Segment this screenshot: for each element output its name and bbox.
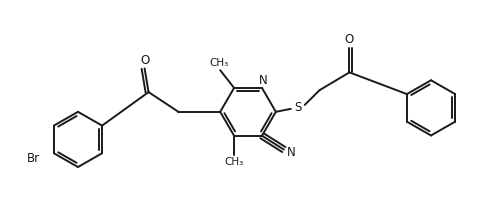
- Text: CH₃: CH₃: [224, 157, 244, 167]
- Text: Br: Br: [27, 152, 40, 165]
- Text: N: N: [286, 146, 295, 159]
- Text: O: O: [345, 33, 354, 46]
- Text: CH₃: CH₃: [210, 58, 229, 68]
- Text: N: N: [259, 73, 267, 87]
- Text: S: S: [294, 101, 301, 114]
- Text: O: O: [140, 54, 149, 67]
